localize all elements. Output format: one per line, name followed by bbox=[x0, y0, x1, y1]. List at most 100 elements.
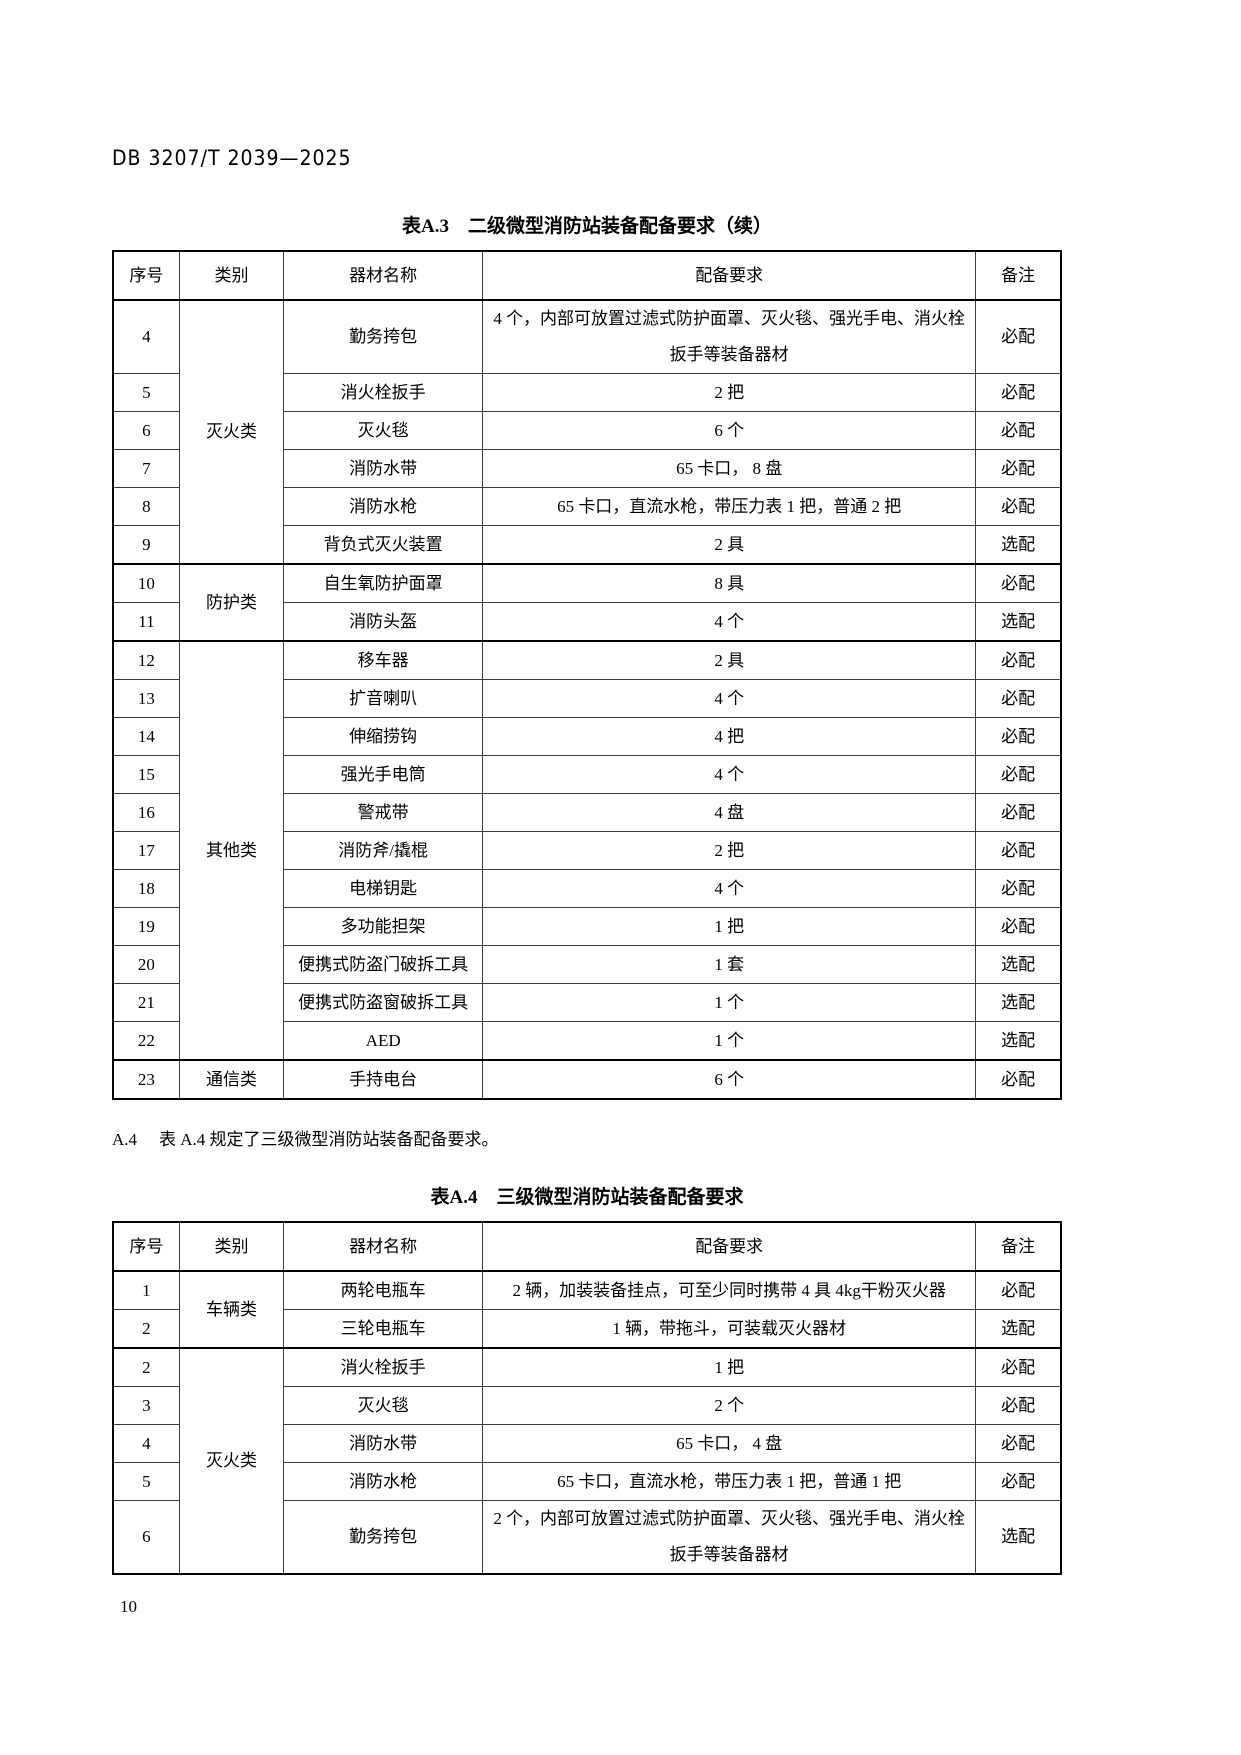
table-row: 1 车辆类 两轮电瓶车 2 辆，加装装备挂点，可至少同时携带 4 具 4kg干粉灭火器… bbox=[112, 1270, 1062, 1349]
table-row: 12 其他类 移车器 2 具必配 bbox=[112, 640, 1062, 1061]
cell-requirement: 2 具 bbox=[482, 640, 977, 680]
table-row: 5 消火栓扳手 2 把必配 bbox=[112, 373, 1062, 412]
table-row: 16 警戒带 4 盘必配 bbox=[112, 793, 1062, 832]
cell-remark: 必配 bbox=[975, 487, 1062, 526]
cell-remark: 必配 bbox=[975, 373, 1062, 412]
cell-requirement: 4 个 bbox=[482, 755, 977, 794]
cell-remark: 选配 bbox=[975, 525, 1062, 565]
table-row: 22 AED 1 个选配 bbox=[112, 1021, 1062, 1061]
cell-equipment-name: 勤务挎包 bbox=[283, 299, 484, 374]
cell-remark: 必配 bbox=[975, 299, 1062, 374]
cell-serial-number: 8 bbox=[112, 487, 180, 526]
table-row: 13 扩音喇叭 4 个必配 bbox=[112, 679, 1062, 718]
cell-category: 防护类 bbox=[178, 563, 285, 642]
cell-remark: 必配 bbox=[975, 411, 1062, 450]
table-row: 2 灭火类 消火栓扳手 1 把必配 bbox=[112, 1347, 1062, 1575]
cell-remark: 选配 bbox=[975, 602, 1062, 642]
cell-serial-number: 23 bbox=[112, 1059, 180, 1100]
page-number: 10 bbox=[120, 1597, 137, 1616]
cell-category: 灭火类 bbox=[178, 1347, 285, 1575]
cell-requirement: 4 把 bbox=[482, 717, 977, 756]
table-row: 21 便携式防盗窗破拆工具 1 个选配 bbox=[112, 983, 1062, 1022]
cell-category: 通信类 bbox=[178, 1059, 285, 1100]
cell-equipment-name: 背负式灭火装置 bbox=[283, 525, 484, 565]
document-page: DB 3207/T 2039—2025 表A.3 二级微型消防站装备配备要求（续… bbox=[112, 0, 1062, 1619]
cell-remark: 选配 bbox=[975, 1500, 1062, 1575]
table-row: 2 三轮电瓶车 1 辆，带拖斗，可装载灭火器材 选配 bbox=[112, 1309, 1062, 1349]
cell-equipment-name: 手持电台 bbox=[283, 1059, 484, 1100]
cell-serial-number: 2 bbox=[112, 1309, 180, 1349]
table-a4-title: 表A.4 三级微型消防站装备配备要求 bbox=[430, 1187, 744, 1208]
cell-serial-number: 12 bbox=[112, 640, 180, 680]
cell-requirement: 2 把 bbox=[482, 373, 977, 412]
cell-serial-number: 3 bbox=[112, 1386, 180, 1425]
table-a4: 序号 类别 器材名称 配备要求 备注 1 车辆类 两轮电瓶车 2 辆，加装装备挂点，可至少同时… bbox=[112, 1221, 1062, 1575]
cell-requirement: 65 卡口，直流水枪，带压力表 1 把，普通 1 把 bbox=[482, 1462, 977, 1501]
cell-equipment-name: 消火栓扳手 bbox=[283, 373, 484, 412]
cell-remark: 必配 bbox=[975, 831, 1062, 870]
cell-serial-number: 6 bbox=[112, 411, 180, 450]
cell-category: 车辆类 bbox=[178, 1270, 285, 1349]
table-row: 3 灭火毯 2 个必配 bbox=[112, 1386, 1062, 1425]
header-row: 序号 类别 器材名称 配备要求 备注 bbox=[112, 1221, 1062, 1272]
table-row: 7 消防水带 65 卡口， 8 盘必配 bbox=[112, 449, 1062, 488]
cell-serial-number: 14 bbox=[112, 717, 180, 756]
column-header-2: 器材名称 bbox=[283, 1221, 484, 1272]
cell-serial-number: 5 bbox=[112, 1462, 180, 1501]
cell-requirement: 65 卡口，直流水枪，带压力表 1 把，普通 2 把 bbox=[482, 487, 977, 526]
cell-requirement: 2 具 bbox=[482, 525, 977, 565]
table-a4-body: 1 车辆类 两轮电瓶车 2 辆，加装装备挂点，可至少同时携带 4 具 4kg干粉灭火器… bbox=[112, 1270, 1062, 1575]
cell-serial-number: 2 bbox=[112, 1347, 180, 1387]
cell-equipment-name: 电梯钥匙 bbox=[283, 869, 484, 908]
table-row: 4 消防水带 65 卡口， 4 盘必配 bbox=[112, 1424, 1062, 1463]
header-row: 序号 类别 器材名称 配备要求 备注 bbox=[112, 250, 1062, 301]
table-row: 11 消防头盔 4 个选配 bbox=[112, 602, 1062, 642]
cell-requirement: 4 个，内部可放置过滤式防护面罩、灭火毯、强光手电、消火栓扳手等装备器材 bbox=[482, 299, 977, 374]
cell-remark: 选配 bbox=[975, 1309, 1062, 1349]
cell-requirement: 1 个 bbox=[482, 983, 977, 1022]
cell-requirement: 65 卡口， 4 盘 bbox=[482, 1424, 977, 1463]
cell-equipment-name: 消防水枪 bbox=[283, 1462, 484, 1501]
column-header-3: 配备要求 bbox=[482, 1221, 977, 1272]
cell-remark: 必配 bbox=[975, 1059, 1062, 1100]
cell-serial-number: 5 bbox=[112, 373, 180, 412]
cell-requirement: 4 盘 bbox=[482, 793, 977, 832]
column-header-0: 序号 bbox=[112, 250, 180, 301]
table-row: 17 消防斧/撬棍 2 把必配 bbox=[112, 831, 1062, 870]
cell-requirement: 2 个 bbox=[482, 1386, 977, 1425]
cell-equipment-name: 消防水带 bbox=[283, 1424, 484, 1463]
table-a3-header: 序号 类别 器材名称 配备要求 备注 bbox=[112, 250, 1062, 301]
cell-equipment-name: 便携式防盗窗破拆工具 bbox=[283, 983, 484, 1022]
cell-serial-number: 11 bbox=[112, 602, 180, 642]
table-row: 4 灭火类 勤务挎包 4 个，内部可放置过滤式防护面罩、灭火毯、强光手电、消火栓扳手等… bbox=[112, 299, 1062, 565]
cell-equipment-name: 伸缩捞钩 bbox=[283, 717, 484, 756]
cell-equipment-name: 勤务挎包 bbox=[283, 1500, 484, 1575]
cell-serial-number: 6 bbox=[112, 1500, 180, 1575]
column-header-4: 备注 bbox=[975, 1221, 1062, 1272]
cell-equipment-name: 灭火毯 bbox=[283, 1386, 484, 1425]
cell-equipment-name: 三轮电瓶车 bbox=[283, 1309, 484, 1349]
cell-equipment-name: 强光手电筒 bbox=[283, 755, 484, 794]
cell-equipment-name: 消防水枪 bbox=[283, 487, 484, 526]
column-header-2: 器材名称 bbox=[283, 250, 484, 301]
table-a3-title: 表A.3 二级微型消防站装备配备要求（续） bbox=[402, 216, 772, 237]
cell-serial-number: 13 bbox=[112, 679, 180, 718]
table-row: 23 通信类 手持电台 6 个必配 bbox=[112, 1059, 1062, 1100]
cell-equipment-name: 警戒带 bbox=[283, 793, 484, 832]
cell-equipment-name: 移车器 bbox=[283, 640, 484, 680]
cell-requirement: 1 把 bbox=[482, 1347, 977, 1387]
cell-remark: 必配 bbox=[975, 679, 1062, 718]
table-row: 19 多功能担架 1 把必配 bbox=[112, 907, 1062, 946]
cell-requirement: 65 卡口， 8 盘 bbox=[482, 449, 977, 488]
cell-remark: 必配 bbox=[975, 1270, 1062, 1310]
cell-remark: 必配 bbox=[975, 1462, 1062, 1501]
cell-serial-number: 10 bbox=[112, 563, 180, 603]
cell-category: 灭火类 bbox=[178, 299, 285, 565]
cell-equipment-name: 自生氧防护面罩 bbox=[283, 563, 484, 603]
cell-remark: 必配 bbox=[975, 640, 1062, 680]
cell-requirement: 1 把 bbox=[482, 907, 977, 946]
cell-serial-number: 17 bbox=[112, 831, 180, 870]
clause-a4-text: 表 A.4 规定了三级微型消防站装备配备要求。 bbox=[159, 1130, 499, 1149]
cell-serial-number: 4 bbox=[112, 1424, 180, 1463]
cell-serial-number: 15 bbox=[112, 755, 180, 794]
